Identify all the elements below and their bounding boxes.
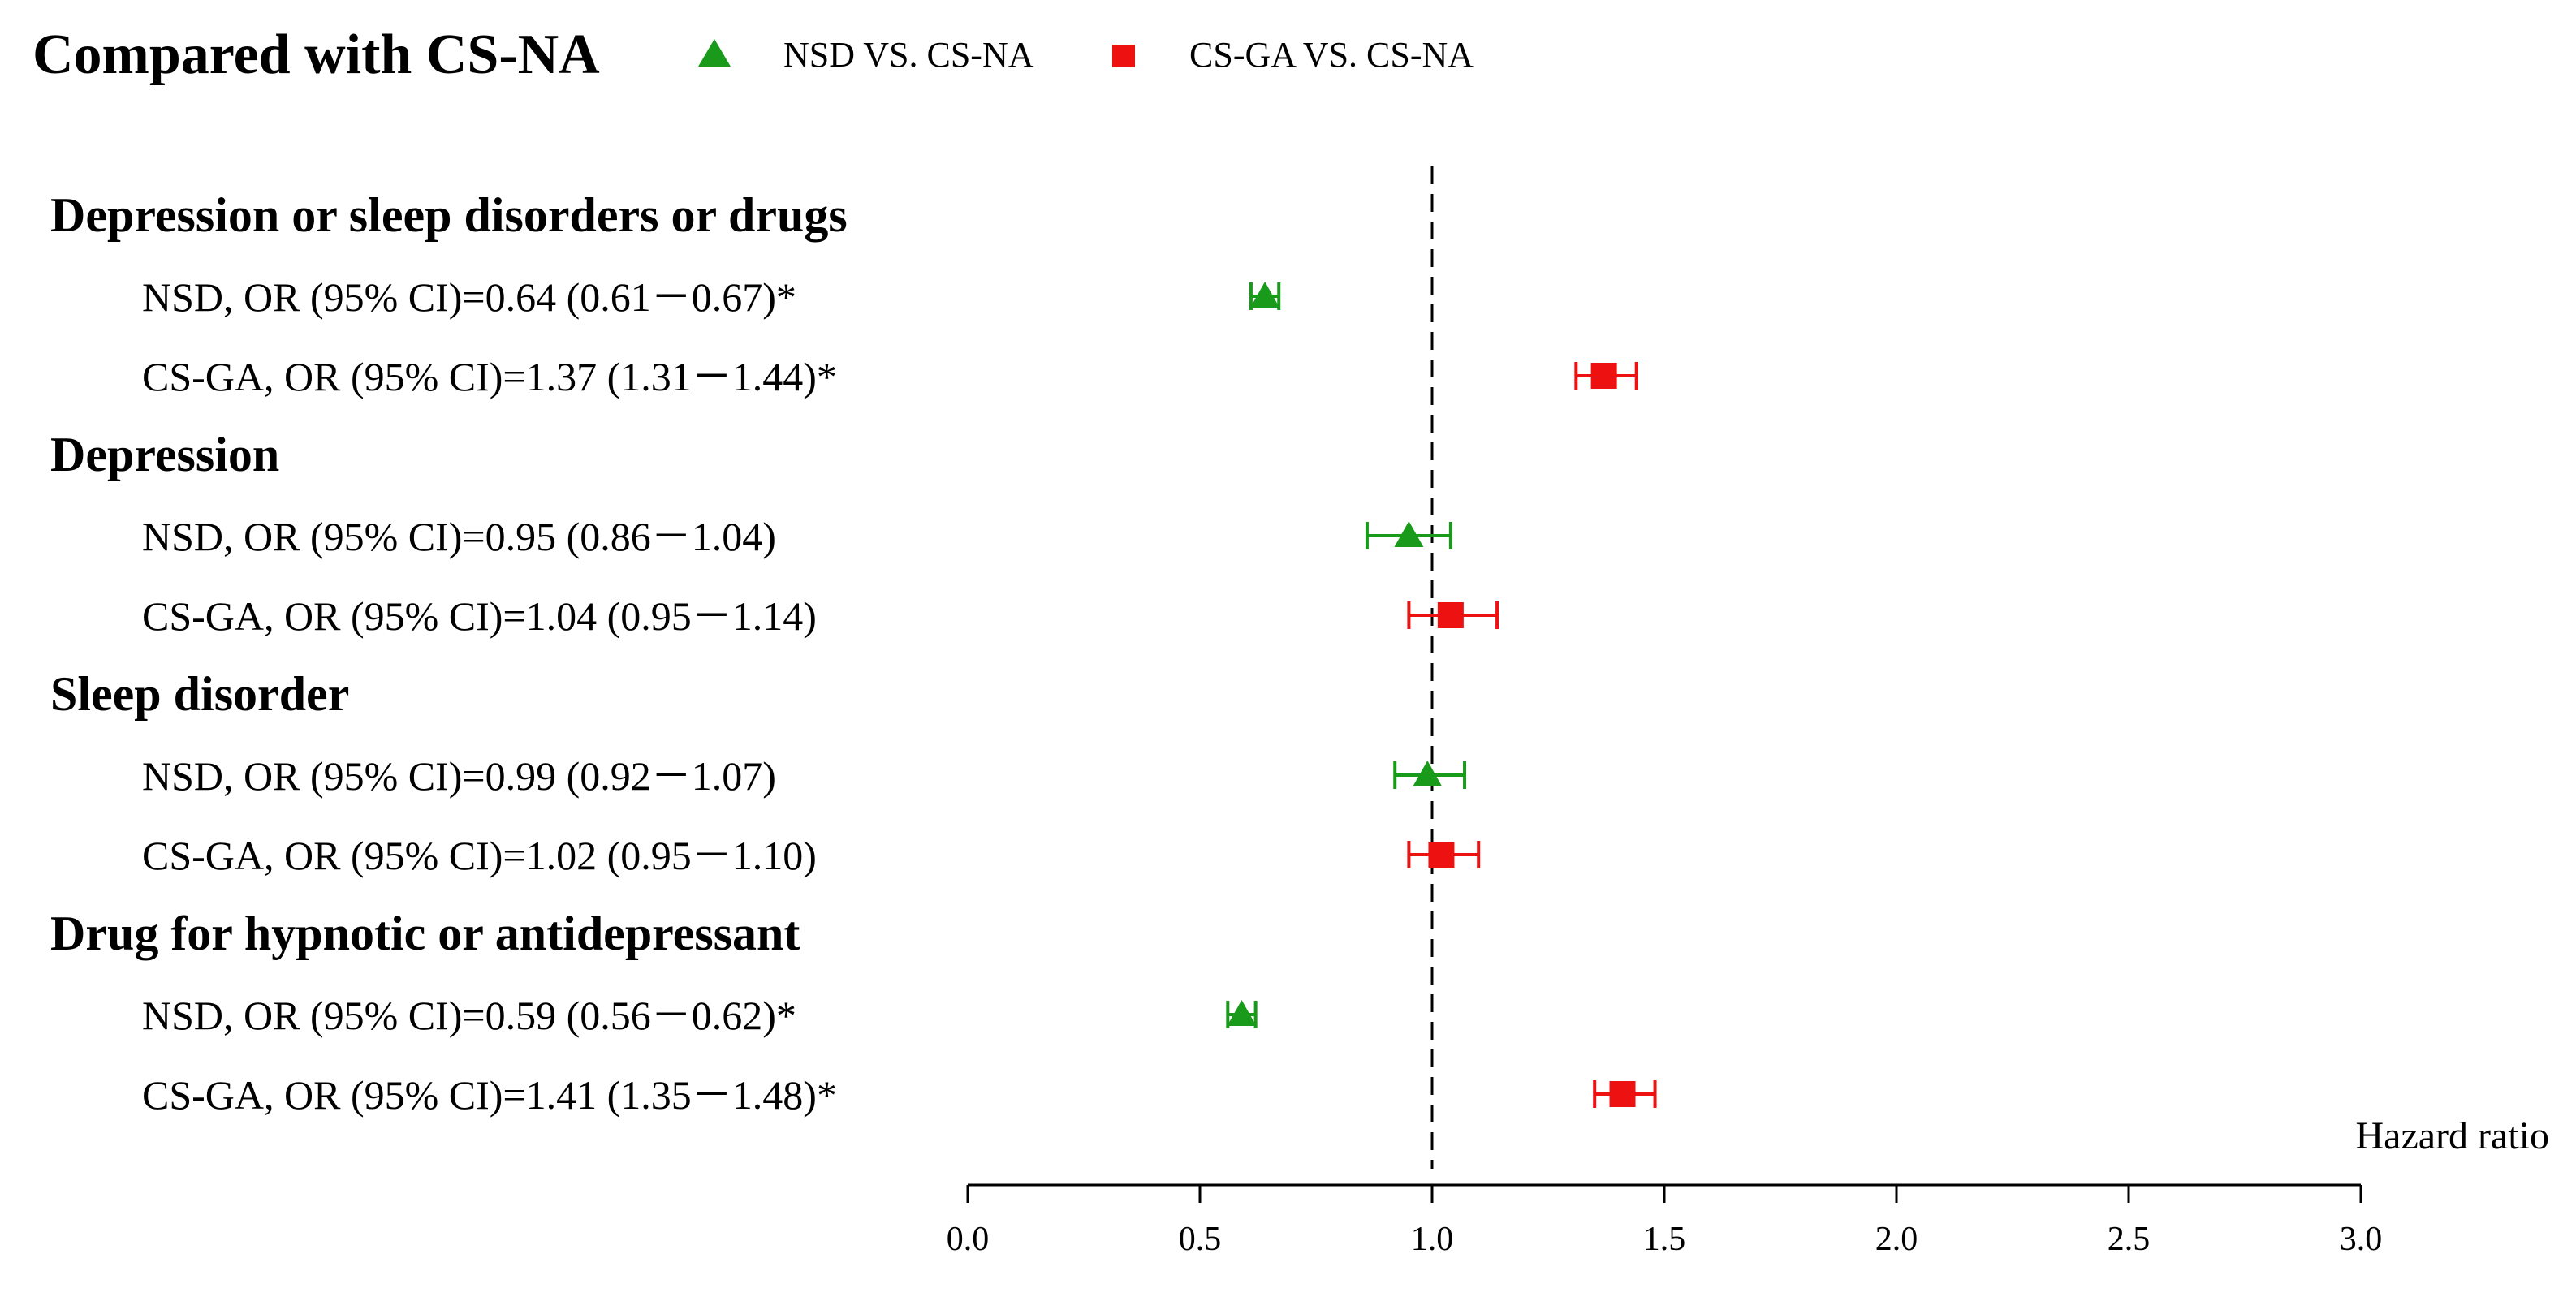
x-tick-label: 2.0 [1875,1221,1918,1258]
group-label: Depression [50,428,279,481]
row-label: CS-GA, OR (95% CI)=1.41 (1.35－1.48)* [142,1072,837,1118]
legend-label-csga: CS-GA VS. CS-NA [1189,35,1474,75]
group-label: Sleep disorder [50,667,349,721]
legend: NSD VS. CS-NA CS-GA VS. CS-NA [698,35,1474,75]
point-estimate-square [1609,1081,1636,1107]
group-label: Depression or sleep disorders or drugs [50,188,848,242]
x-tick-label: 1.5 [1643,1221,1686,1258]
row-label: CS-GA, OR (95% CI)=1.37 (1.31－1.44)* [142,354,837,399]
point-estimate-square [1428,842,1455,868]
point-estimate-square [1590,363,1617,389]
point-estimate-triangle [1250,282,1280,308]
row-label: NSD, OR (95% CI)=0.95 (0.86－1.04) [142,514,776,559]
row-labels: Depression or sleep disorders or drugs NS… [50,188,848,1118]
x-tick-label: 3.0 [2340,1221,2383,1258]
data-marks [1226,282,1657,1108]
row-label: NSD, OR (95% CI)=0.99 (0.92－1.07) [142,753,776,799]
chart-title: Compared with CS-NA [32,24,600,86]
row-label: NSD, OR (95% CI)=0.59 (0.56－0.62)* [142,993,796,1038]
group-label: Drug for hypnotic or antidepressant [50,907,800,960]
x-tick-label: 0.0 [947,1221,990,1258]
row-label: NSD, OR (95% CI)=0.64 (0.61－0.67)* [142,274,796,320]
x-tick-label: 1.0 [1411,1221,1454,1258]
row-label: CS-GA, OR (95% CI)=1.04 (0.95－1.14) [142,593,817,639]
legend-label-nsd: NSD VS. CS-NA [783,35,1034,75]
point-estimate-triangle [1227,1000,1257,1026]
legend-marker-nsd-triangle-icon [698,39,731,67]
x-tick-label: 0.5 [1179,1221,1222,1258]
x-tick-label: 2.5 [2108,1221,2151,1258]
legend-marker-csga-square-icon [1112,45,1135,67]
point-estimate-square [1437,602,1464,628]
x-axis: 0.0 0.5 1.0 1.5 2.0 2.5 3.0 Hazard ratio [947,1114,2549,1258]
point-estimate-triangle [1394,521,1424,547]
x-axis-title: Hazard ratio [2355,1114,2549,1157]
row-label: CS-GA, OR (95% CI)=1.02 (0.95－1.10) [142,833,817,878]
point-estimate-triangle [1413,761,1443,786]
